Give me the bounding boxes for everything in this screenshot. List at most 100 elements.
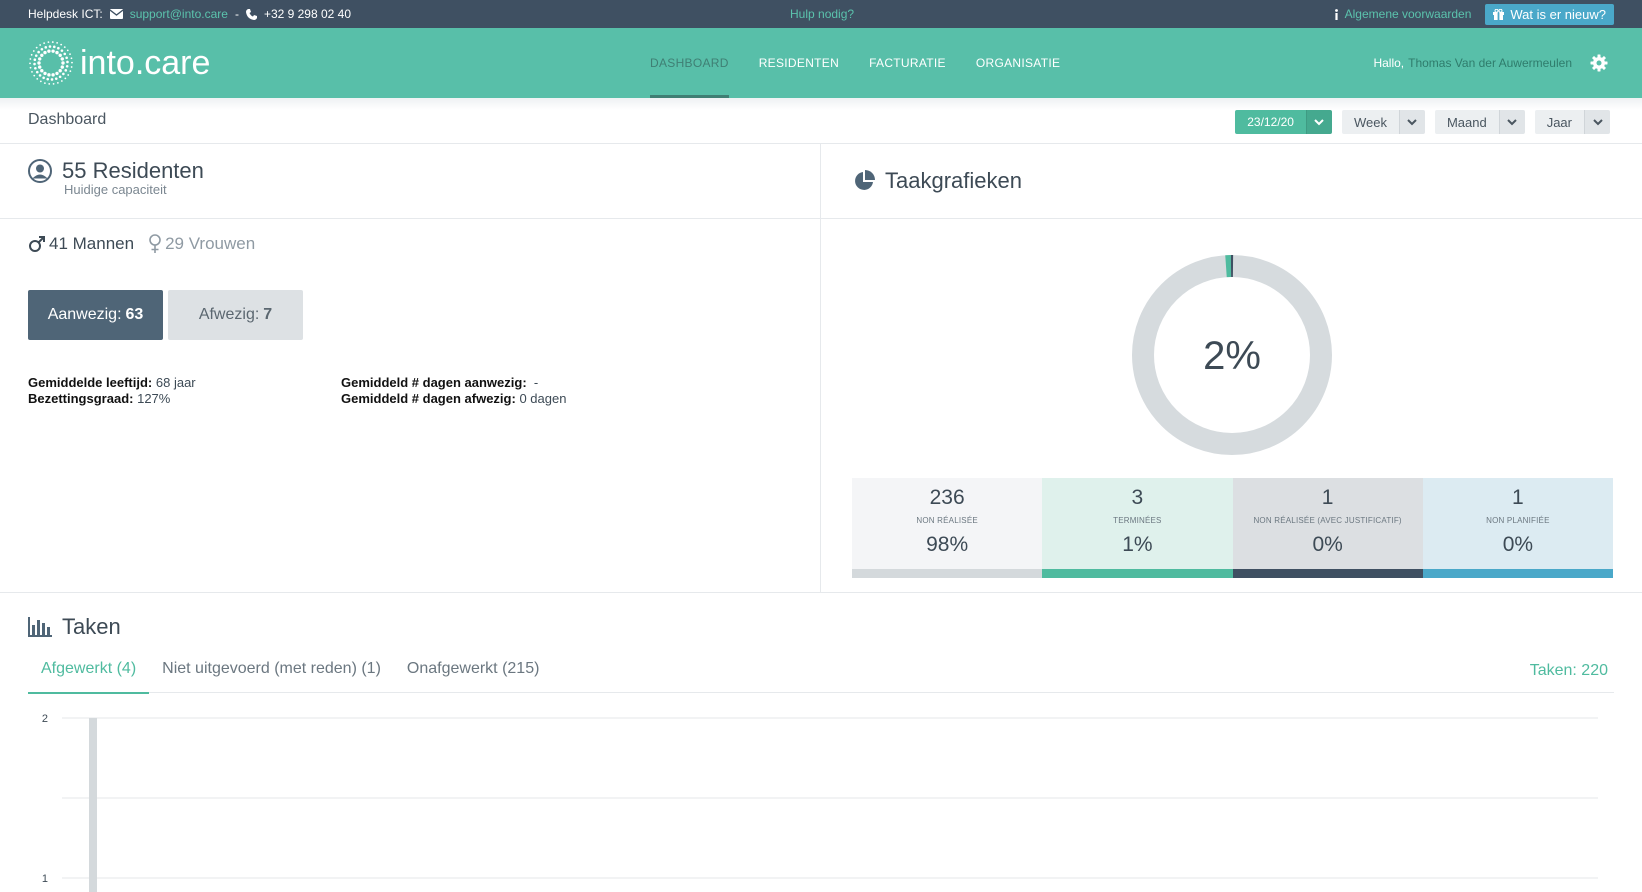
- avg-absent-value: 0 dagen: [519, 391, 567, 406]
- phone-icon: [245, 8, 257, 20]
- period-year-dropdown[interactable]: Jaar: [1534, 110, 1610, 134]
- tile-count: 3: [1131, 486, 1144, 509]
- task-donut-chart: 2%: [1132, 254, 1332, 455]
- task-charts-header: Taakgrafieken: [853, 168, 1022, 194]
- tile-label: TERMINÉES: [1113, 516, 1162, 525]
- chevron-down-icon[interactable]: [1398, 110, 1425, 134]
- avg-age-value: 68 jaar: [155, 375, 196, 390]
- present-button[interactable]: Aanwezig: 63: [28, 290, 163, 340]
- user-circle-icon: [28, 159, 52, 183]
- help-link[interactable]: Hulp nodig?: [790, 7, 855, 21]
- nav-item-facturatie[interactable]: FACTURATIE: [869, 56, 946, 70]
- main-header: into.care DASHBOARD RESIDENTEN FACTURATI…: [0, 28, 1642, 98]
- occupancy-label: Bezettingsgraad:: [28, 391, 134, 406]
- page-subbar: Dashboard 23/12/20 Week Maand Jaar: [0, 98, 1642, 144]
- info-icon: [1334, 8, 1338, 20]
- period-week-dropdown[interactable]: Week: [1341, 110, 1425, 134]
- panel-divider: [820, 144, 821, 592]
- avg-absent-label: Gemiddeld # dagen afwezig:: [341, 391, 516, 406]
- period-week-label: Week: [1341, 110, 1399, 134]
- tab-niet-uitgevoerd[interactable]: Niet uitgevoerd (met reden) (1): [162, 660, 381, 677]
- residents-subtitle: Huidige capaciteit: [64, 182, 167, 197]
- tile-non-realisee[interactable]: 236 NON RÉALISÉE 98%: [852, 478, 1043, 578]
- y-tick-label: 1: [42, 873, 48, 885]
- tasks-total: Taken: 220: [1529, 662, 1608, 679]
- user-greeting: Hallo, Thomas Van der Auwermeulen: [1373, 28, 1572, 98]
- resident-stats-right: Gemiddeld # dagen aanwezig: - Gemiddeld …: [341, 375, 566, 407]
- nav-item-dashboard[interactable]: DASHBOARD: [650, 28, 729, 98]
- pie-chart-icon: [855, 170, 875, 190]
- period-month-label: Maand: [1434, 110, 1499, 134]
- present-label: Aanwezig:: [47, 306, 122, 323]
- task-charts-title: Taakgrafieken: [885, 168, 1022, 193]
- chevron-down-icon[interactable]: [1498, 110, 1525, 134]
- main-nav: DASHBOARD RESIDENTEN FACTURATIE ORGANISA…: [650, 28, 1060, 98]
- avg-present-label: Gemiddeld # dagen aanwezig:: [341, 375, 527, 390]
- logo-text: into.care: [80, 43, 211, 82]
- divider: [0, 218, 820, 219]
- tile-non-planifiee[interactable]: 1 NON PLANIFIÉE 0%: [1422, 478, 1613, 578]
- divider: [0, 592, 1642, 593]
- absent-label: Afwezig:: [198, 306, 260, 323]
- women-count: 29 Vrouwen: [165, 234, 256, 253]
- top-info-bar: Helpdesk ICT: support@into.care - +32 9 …: [0, 0, 1642, 28]
- whats-new-button[interactable]: Wat is er nieuw?: [1485, 3, 1614, 25]
- bar-chart-icon: [28, 617, 52, 637]
- terms-link[interactable]: Algemene voorwaarden: [1334, 7, 1472, 21]
- avg-present-value: -: [533, 375, 539, 390]
- period-selector: 23/12/20 Week Maand Jaar: [1235, 110, 1610, 134]
- residents-header: 55 Residenten Huidige capaciteit: [28, 158, 204, 197]
- present-value: 63: [125, 306, 144, 323]
- helpdesk-label: Helpdesk ICT:: [28, 7, 103, 21]
- resident-stats-left: Gemiddelde leeftijd: 68 jaar Bezettingsg…: [28, 375, 196, 407]
- support-email-link[interactable]: support@into.care: [129, 7, 228, 21]
- tile-count: 1: [1512, 486, 1524, 509]
- tile-label: NON PLANIFIÉE: [1486, 516, 1550, 525]
- terms-link-label: Algemene voorwaarden: [1344, 7, 1472, 21]
- absent-value: 7: [263, 306, 273, 323]
- tasks-bar-chart: 21: [42, 713, 1598, 892]
- female-icon: [149, 234, 161, 253]
- tile-percent: 0%: [1502, 533, 1534, 556]
- tile-percent: 0%: [1312, 533, 1343, 556]
- support-phone: +32 9 298 02 40: [263, 7, 352, 21]
- tasks-header: Taken: [28, 614, 121, 640]
- chart-bar[interactable]: [89, 718, 97, 892]
- men-count: 41 Mannen: [49, 234, 135, 253]
- chevron-down-icon[interactable]: [1584, 110, 1610, 134]
- tile-terminees[interactable]: 3 TERMINÉES 1%: [1042, 478, 1233, 578]
- period-date-dropdown[interactable]: 23/12/20: [1235, 110, 1332, 134]
- period-year-label: Jaar: [1534, 110, 1584, 134]
- tab-afgewerkt[interactable]: Afgewerkt (4): [28, 650, 150, 694]
- user-name[interactable]: Thomas Van der Auwermeulen: [1408, 56, 1572, 70]
- logo[interactable]: into.care: [28, 40, 210, 86]
- chevron-down-icon[interactable]: [1305, 110, 1332, 134]
- period-date-label: 23/12/20: [1235, 110, 1306, 134]
- residents-count: 55 Residenten: [62, 158, 204, 183]
- tile-percent: 98%: [926, 533, 969, 556]
- occupancy-value: 127%: [137, 391, 171, 406]
- y-tick-label: 2: [42, 713, 48, 725]
- tab-onafgewerkt[interactable]: Onafgewerkt (215): [406, 660, 540, 677]
- tile-color-bar: [1232, 569, 1423, 578]
- tasks-tabs: Afgewerkt (4) Niet uitgevoerd (met reden…: [28, 650, 1614, 694]
- greeting-label: Hallo,: [1373, 56, 1405, 70]
- envelope-icon: [109, 9, 123, 19]
- task-status-tiles: 236 NON RÉALISÉE 98% 3 TERMINÉES 1% 1 NO…: [852, 478, 1613, 578]
- absent-button[interactable]: Afwezig: 7: [168, 290, 303, 340]
- tile-color-bar: [1042, 569, 1233, 578]
- male-icon: [29, 236, 45, 252]
- logo-mark-icon: [29, 41, 73, 85]
- tile-count: 1: [1321, 486, 1334, 509]
- tasks-title: Taken: [62, 614, 121, 639]
- tile-non-realisee-justificatif[interactable]: 1 NON RÉALISÉE (AVEC JUSTIFICATIF) 0%: [1232, 478, 1423, 578]
- nav-item-organisatie[interactable]: ORGANISATIE: [975, 56, 1061, 70]
- tile-percent: 1%: [1122, 533, 1153, 556]
- tile-color-bar: [1422, 569, 1613, 578]
- nav-item-residenten[interactable]: RESIDENTEN: [758, 56, 840, 70]
- gear-icon[interactable]: [1590, 54, 1608, 72]
- gender-breakdown: 41 Mannen 29 Vrouwen: [28, 234, 255, 254]
- tile-count: 236: [929, 486, 965, 509]
- whats-new-label: Wat is er nieuw?: [1510, 6, 1606, 22]
- period-month-dropdown[interactable]: Maand: [1434, 110, 1525, 134]
